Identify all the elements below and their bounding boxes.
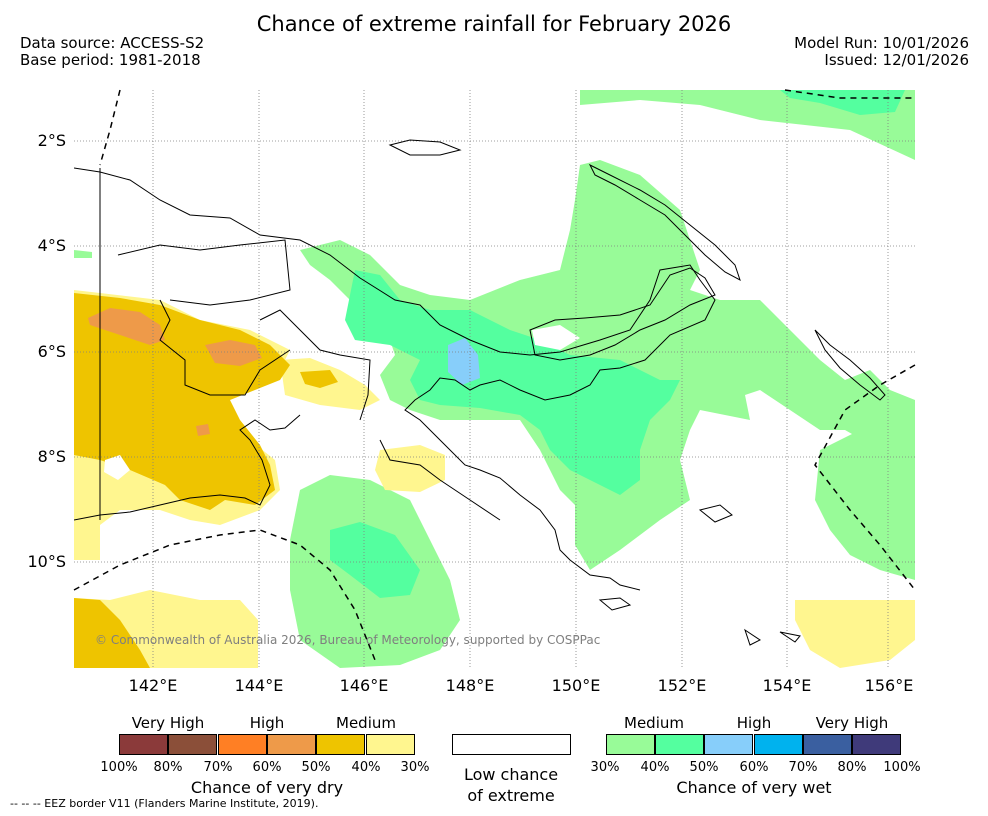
wet-tick-70: 70% xyxy=(788,760,818,775)
wet-medium-area-east xyxy=(815,430,915,580)
wet-header-very-high: Very High xyxy=(815,714,889,732)
dry-high-50-area-a xyxy=(88,308,165,345)
provincial-boundaries xyxy=(117,239,501,521)
low-chance-line1: Low chance xyxy=(463,765,559,784)
lat-label-2s: 2°S xyxy=(37,131,66,150)
wet-legend-title: Chance of very wet xyxy=(676,778,832,797)
lon-label-148e: 148°E xyxy=(445,676,495,695)
probability-shading xyxy=(74,90,915,668)
wet-tick-40: 40% xyxy=(640,760,670,775)
model-run-block: Model Run: 10/01/2026 Issued: 12/01/2026 xyxy=(794,35,969,69)
dry-tick-50: 50% xyxy=(301,760,331,775)
dry-tick-70: 70% xyxy=(203,760,233,775)
dry-swatch-80-100 xyxy=(119,734,168,755)
copyright-text: © Commonwealth of Australia 2026, Bureau… xyxy=(95,633,601,647)
wet-medium-area-north xyxy=(580,90,915,160)
dry-swatch-40-50 xyxy=(316,734,365,755)
lon-label-154e: 154°E xyxy=(762,676,812,695)
dry-tick-100: 100% xyxy=(100,760,138,775)
dry-swatch-70-80 xyxy=(168,734,217,755)
wet-high-area-central xyxy=(345,270,680,495)
lon-label-146e: 146°E xyxy=(339,676,389,695)
data-source-block: Data source: ACCESS-S2 Base period: 1981… xyxy=(20,35,204,69)
lat-label-10s: 10°S xyxy=(27,552,66,571)
wet-swatch-30-40 xyxy=(606,734,655,755)
wet-swatch-70-80 xyxy=(803,734,852,755)
manus-island xyxy=(388,139,462,156)
new-ireland xyxy=(588,163,741,282)
dry-header-very-high: Very High xyxy=(131,714,205,732)
data-source-text: Data source: ACCESS-S2 xyxy=(20,34,205,52)
lon-label-156e: 156°E xyxy=(864,676,914,695)
wet-swatch-80-100 xyxy=(852,734,901,755)
dry-tick-40: 40% xyxy=(351,760,381,775)
wet-header-medium: Medium xyxy=(624,714,684,732)
dry-legend-title: Chance of very dry xyxy=(190,778,344,797)
lat-label-6s: 6°S xyxy=(37,342,66,361)
low-chance-hole-a xyxy=(104,455,130,480)
wet-tick-50: 50% xyxy=(689,760,719,775)
dry-tick-60: 60% xyxy=(252,760,282,775)
wet-high-50-area xyxy=(448,338,480,385)
dry-high-area-point xyxy=(300,370,338,388)
new-britain xyxy=(529,267,716,361)
map-gridlines xyxy=(74,90,915,668)
lon-label-142e: 142°E xyxy=(128,676,178,695)
wet-tick-100: 100% xyxy=(883,760,921,775)
dry-tick-30: 30% xyxy=(400,760,430,775)
issued-text: Issued: 12/01/2026 xyxy=(824,51,969,69)
wet-medium-area-west xyxy=(74,250,92,258)
coastlines xyxy=(74,139,886,646)
dry-high-area-corner xyxy=(74,598,150,668)
map-title: Chance of extreme rainfall for February … xyxy=(256,12,732,36)
wet-high-area-south xyxy=(330,522,420,598)
lon-label-144e: 144°E xyxy=(234,676,284,695)
new-guinea-coastline xyxy=(74,167,716,591)
eez-borders xyxy=(73,89,916,661)
low-chance-label: Low chance of extreme xyxy=(440,764,582,806)
model-run-text: Model Run: 10/01/2026 xyxy=(794,34,969,52)
lat-label-4s: 4°S xyxy=(37,236,66,255)
low-chance-line2: of extreme xyxy=(467,786,555,805)
wet-header-high: High xyxy=(736,714,772,732)
dry-swatch-50-60 xyxy=(267,734,316,755)
low-chance-hole-b xyxy=(532,325,580,350)
lat-label-8s: 8°S xyxy=(37,447,66,466)
wet-high-area-north xyxy=(780,90,905,115)
bougainville xyxy=(814,329,886,401)
eez-footnote: -- -- -- EEZ border V11 (Flanders Marine… xyxy=(10,797,319,810)
wet-swatch-50-60 xyxy=(704,734,753,755)
lon-label-152e: 152°E xyxy=(657,676,707,695)
islands-south-east xyxy=(598,504,801,646)
dry-header-high: High xyxy=(249,714,285,732)
low-chance-swatch xyxy=(452,734,571,755)
dry-header-medium: Medium xyxy=(336,714,396,732)
dry-high-50-area-b xyxy=(205,340,262,366)
dry-tick-80: 80% xyxy=(153,760,183,775)
dry-swatch-60-70 xyxy=(218,734,267,755)
wet-tick-80: 80% xyxy=(837,760,867,775)
dry-medium-area-east xyxy=(795,600,915,668)
base-period-text: Base period: 1981-2018 xyxy=(20,51,201,69)
dry-swatch-30-40 xyxy=(366,734,415,755)
southern-coastline xyxy=(74,414,301,521)
wet-tick-30: 30% xyxy=(590,760,620,775)
wet-swatch-60-70 xyxy=(754,734,803,755)
lon-label-150e: 150°E xyxy=(551,676,601,695)
wet-swatch-40-50 xyxy=(655,734,704,755)
wet-tick-60: 60% xyxy=(739,760,769,775)
dry-high-50-area-c xyxy=(196,424,210,436)
